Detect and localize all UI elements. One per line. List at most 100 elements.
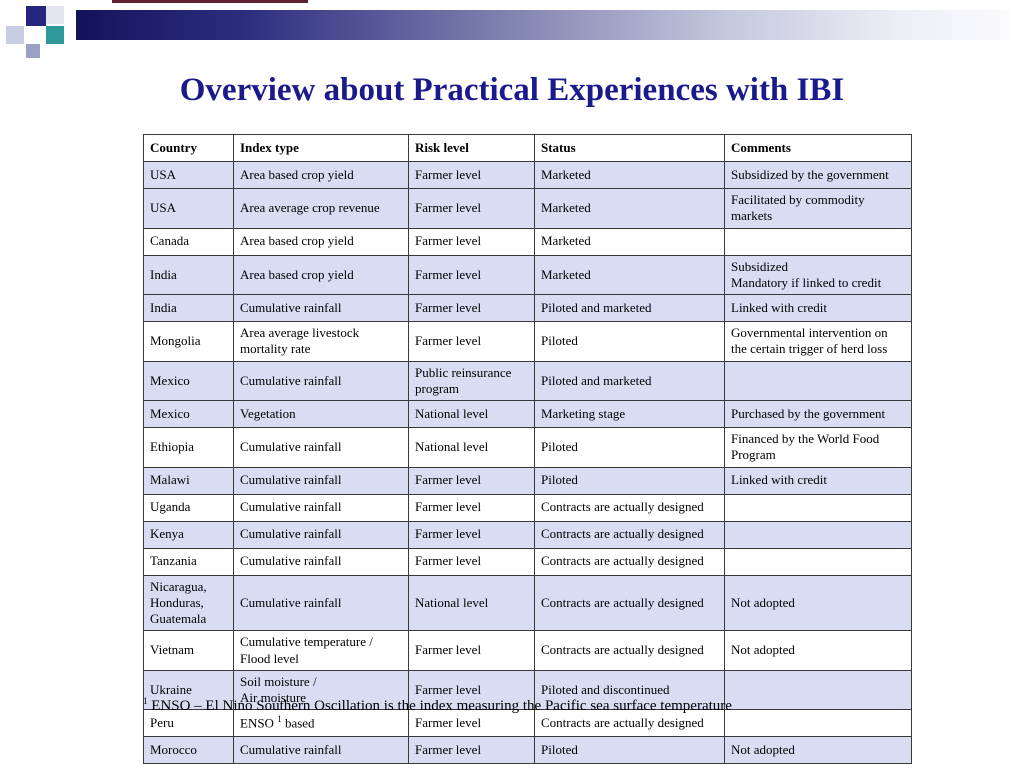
cell-status: Marketed [534, 161, 725, 189]
ornament-square [46, 26, 64, 44]
cell-index-type: Cumulative rainfall [233, 547, 409, 576]
cell-index-type: Area based crop yield [233, 227, 409, 256]
cell-index-type: Cumulative temperature / Flood level [233, 630, 409, 671]
cell-status: Contracts are actually designed [534, 547, 725, 576]
table-row: USA Area based crop yield Farmer level Mark… [143, 161, 912, 189]
cell-risk-level: Farmer level [408, 227, 535, 256]
cell-status: Marketing stage [534, 400, 725, 428]
cell-comments: Governmental intervention on the certain… [724, 321, 912, 362]
cell-country: Peru [143, 709, 234, 738]
cell-risk-level: Farmer level [408, 547, 535, 576]
table-row: Nicaragua, Honduras, Guatemala Cumulative r… [143, 574, 912, 632]
cell-status: Piloted and marketed [534, 360, 725, 401]
cell-country: USA [143, 188, 234, 229]
cell-risk-level: Farmer level [408, 321, 535, 362]
cell-index-type: Area average crop revenue [233, 188, 409, 229]
table-row: Mexico Cumulative rainfall Public reinsura… [143, 360, 912, 401]
cell-risk-level: Public reinsurance program [408, 360, 535, 401]
cell-index-type: Area average livestock mortality rate [233, 321, 409, 362]
page-title: Overview about Practical Experiences wit… [179, 72, 845, 108]
cell-index-type: Cumulative rainfall [233, 520, 409, 549]
cell-country: India [143, 254, 234, 295]
top-gradient-band [76, 10, 1010, 40]
table-row: Tanzania Cumulative rainfall Farmer level C… [143, 547, 912, 576]
cell-index-type: Cumulative rainfall [233, 294, 409, 322]
cell-comments [724, 547, 912, 576]
table-row: Ethiopia Cumulative rainfall National leve… [143, 427, 912, 468]
cell-comments [724, 227, 912, 256]
footnote-superscript: 1 [143, 696, 148, 706]
footnote: 1 ENSO – El Nino Southern Oscillation is… [143, 696, 732, 715]
ibi-experience-table: Country Index type Risk level Status Com… [143, 134, 912, 765]
ornament-square [46, 6, 64, 24]
table-row: Canada Area based crop yield Farmer level M… [143, 227, 912, 256]
cell-country: Mexico [143, 360, 234, 401]
table-row: Mexico Vegetation National level Marketing … [143, 400, 912, 428]
table-header-row: Country Index type Risk level Status Com… [143, 134, 912, 162]
table-row: USA Area average crop revenue Farmer level… [143, 188, 912, 229]
cell-status: Marketed [534, 254, 725, 295]
cell-risk-level: Farmer level [408, 709, 535, 738]
cell-comments [724, 669, 912, 711]
cell-index-type: Vegetation [233, 400, 409, 428]
cell-country: Tanzania [143, 547, 234, 576]
table-row: Kenya Cumulative rainfall Farmer level Cont… [143, 520, 912, 549]
table-row: Uganda Cumulative rainfall Farmer level Con… [143, 493, 912, 522]
cell-index-type: Area based crop yield [233, 254, 409, 295]
column-header-index-type: Index type [233, 134, 409, 162]
cell-country: Uganda [143, 493, 234, 522]
column-header-status: Status [534, 134, 725, 162]
cell-status: Piloted [534, 427, 725, 468]
cell-risk-level: Farmer level [408, 161, 535, 189]
cell-risk-level: National level [408, 427, 535, 468]
cell-risk-level: Farmer level [408, 493, 535, 522]
cell-index-type: Cumulative rainfall [233, 493, 409, 522]
cell-risk-level: Farmer level [408, 736, 535, 765]
cell-comments [724, 360, 912, 401]
cell-risk-level: National level [408, 400, 535, 428]
ornament-square [26, 6, 46, 26]
cell-country: Malawi [143, 466, 234, 495]
cell-country: Mongolia [143, 321, 234, 362]
cell-risk-level: Farmer level [408, 188, 535, 229]
cell-comments: Not adopted [724, 574, 912, 632]
corner-checker-ornament [0, 0, 76, 64]
cell-risk-level: Farmer level [408, 466, 535, 495]
table-row: Mongolia Area average livestock mortality… [143, 321, 912, 362]
cell-country: Kenya [143, 520, 234, 549]
table-row: Morocco Cumulative rainfall Farmer level Pi… [143, 736, 912, 765]
cell-index-type: Cumulative rainfall [233, 736, 409, 765]
cell-index-type: ENSO 1 based [233, 709, 409, 738]
top-maroon-line [112, 0, 308, 3]
footnote-text: ENSO – El Nino Southern Oscillation is t… [151, 698, 732, 714]
cell-status: Contracts are actually designed [534, 709, 725, 738]
cell-comments: Not adopted [724, 736, 912, 765]
column-header-country: Country [143, 134, 234, 162]
cell-comments: Subsidized by the government [724, 161, 912, 189]
cell-comments: Financed by the World Food Program [724, 427, 912, 468]
cell-index-type: Cumulative rainfall [233, 574, 409, 632]
cell-comments: Linked with credit [724, 294, 912, 322]
table-row: India Area based crop yield Farmer level Ma… [143, 254, 912, 295]
cell-country: Ethiopia [143, 427, 234, 468]
cell-comments [724, 709, 912, 738]
cell-risk-level: Farmer level [408, 669, 535, 711]
cell-status: Piloted [534, 736, 725, 765]
table-row: Ukraine Soil moisture / Air moisture Farmer… [143, 669, 912, 711]
column-header-comments: Comments [724, 134, 912, 162]
cell-status: Contracts are actually designed [534, 493, 725, 522]
table-row: Peru ENSO 1 based Farmer level Contracts ar… [143, 709, 912, 738]
cell-index-type: Cumulative rainfall [233, 360, 409, 401]
cell-index-type: Cumulative rainfall [233, 466, 409, 495]
cell-country: Ukraine [143, 669, 234, 711]
cell-country: USA [143, 161, 234, 189]
cell-comments: Not adopted [724, 630, 912, 671]
cell-comments: Linked with credit [724, 466, 912, 495]
cell-status: Contracts are actually designed [534, 574, 725, 632]
cell-status: Piloted [534, 321, 725, 362]
ibi-table-container: Country Index type Risk level Status Com… [143, 134, 912, 765]
cell-country: Nicaragua, Honduras, Guatemala [143, 574, 234, 632]
cell-country: Canada [143, 227, 234, 256]
cell-comments [724, 520, 912, 549]
cell-comments: Purchased by the government [724, 400, 912, 428]
